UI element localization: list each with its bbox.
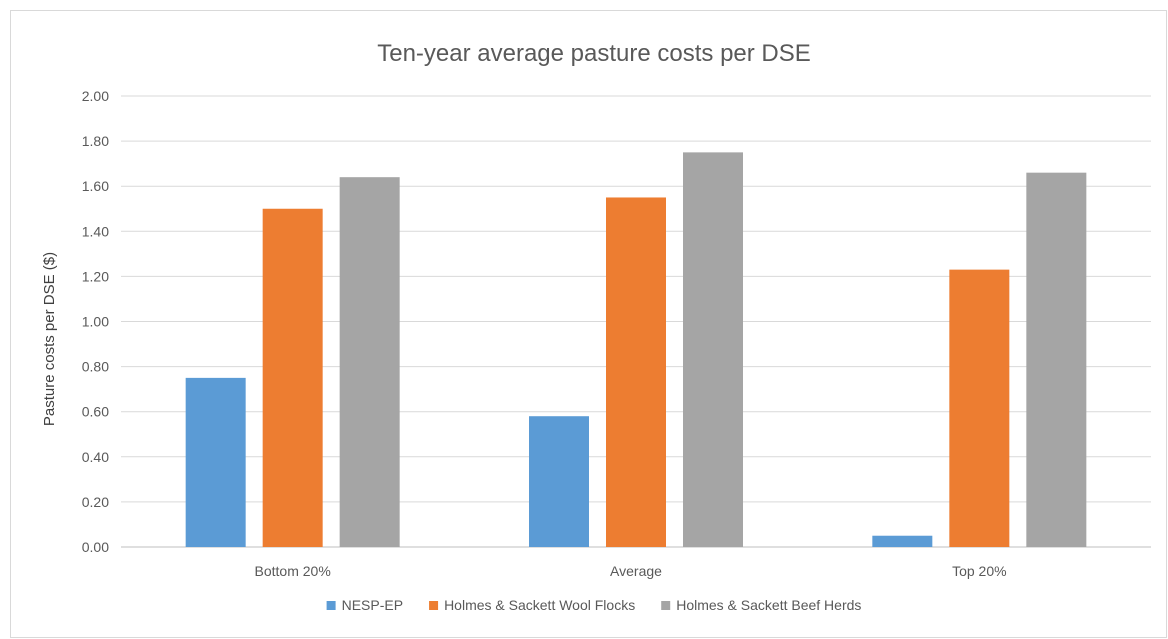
chart-title: Ten-year average pasture costs per DSE <box>377 40 811 67</box>
legend-label: Holmes & Sackett Wool Flocks <box>444 597 635 613</box>
x-tick-label: Average <box>610 563 662 579</box>
bar <box>185 377 246 547</box>
legend: NESP-EP Holmes & Sackett Wool Flocks Holme… <box>326 597 861 613</box>
bars <box>185 152 1087 548</box>
bar <box>606 197 666 547</box>
y-tick-label: 0.60 <box>82 404 109 420</box>
bar-chart: Ten-year average pasture costs per DSE P… <box>41 40 1151 613</box>
legend-swatch <box>326 601 336 610</box>
legend-label: Holmes & Sackett Beef Herds <box>676 597 861 613</box>
legend-swatch <box>429 601 439 610</box>
bar <box>529 416 589 547</box>
x-tick-label: Bottom 20% <box>255 563 331 579</box>
y-tick-label: 0.80 <box>82 359 109 375</box>
y-axis-ticks: 0.00 0.20 0.40 0.60 0.80 1.00 1.20 1.40 1.60 1.80… <box>82 88 109 555</box>
y-tick-label: 1.20 <box>82 268 109 284</box>
legend-item: Holmes & Sackett Wool Flocks <box>429 597 635 613</box>
legend-item: NESP-EP <box>326 597 403 613</box>
legend-item: Holmes & Sackett Beef Herds <box>661 597 861 613</box>
bar <box>872 535 933 547</box>
y-tick-label: 0.00 <box>82 539 109 555</box>
bar <box>262 208 323 547</box>
legend-swatch <box>661 601 671 610</box>
y-tick-label: 1.60 <box>82 178 109 194</box>
y-tick-label: 2.00 <box>82 88 109 104</box>
x-axis-ticks: Bottom 20% Average Top 20% <box>255 563 1007 579</box>
y-tick-label: 0.40 <box>82 449 109 465</box>
y-tick-label: 1.80 <box>82 133 109 149</box>
y-tick-label: 0.20 <box>82 494 109 510</box>
bar <box>339 177 400 547</box>
chart-frame: Ten-year average pasture costs per DSE P… <box>10 10 1167 638</box>
y-axis-title: Pasture costs per DSE ($) <box>41 252 58 426</box>
x-tick-label: Top 20% <box>952 563 1006 579</box>
bar <box>1026 172 1087 548</box>
y-tick-label: 1.40 <box>82 223 109 239</box>
legend-label: NESP-EP <box>342 597 403 613</box>
y-tick-label: 1.00 <box>82 314 109 330</box>
bar <box>949 269 1010 547</box>
bar <box>683 152 743 547</box>
